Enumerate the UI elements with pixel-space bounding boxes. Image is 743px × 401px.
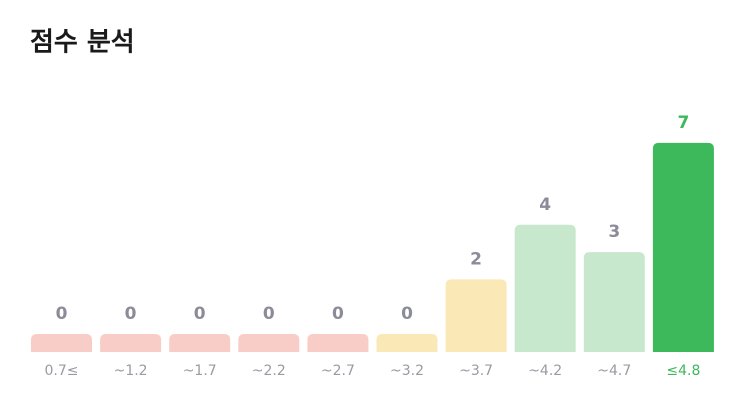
bar [445,279,507,352]
value-label: 0 [332,304,344,324]
bar [169,334,231,352]
x-tick-label: ~2.7 [321,363,355,379]
value-label: 2 [470,249,482,269]
bar [583,252,645,352]
x-tick-label: ~1.2 [114,363,148,379]
x-tick-label: ~4.2 [528,363,562,379]
value-label: 0 [401,304,413,324]
value-label: 0 [194,304,206,324]
chart-title: 점수 분석 [30,28,135,58]
bar [100,334,162,352]
value-label: 4 [539,195,551,215]
x-tick-label: 0.7≤ [45,363,79,379]
bar [652,142,714,352]
bar [514,224,576,352]
bar [31,334,92,352]
bar [238,334,300,352]
x-tick-label: ~3.7 [459,363,493,379]
bar [307,334,369,352]
value-label: 7 [677,113,689,133]
x-tick-label: ≤4.8 [666,363,700,379]
x-tick-label: ~2.2 [252,363,286,379]
value-label: 3 [608,222,620,242]
bar [376,334,438,352]
value-label: 0 [56,304,68,324]
x-tick-label: ~3.2 [390,363,424,379]
x-tick-label: ~1.7 [183,363,217,379]
value-label: 0 [263,304,275,324]
value-label: 0 [125,304,137,324]
x-tick-label: ~4.7 [597,363,631,379]
